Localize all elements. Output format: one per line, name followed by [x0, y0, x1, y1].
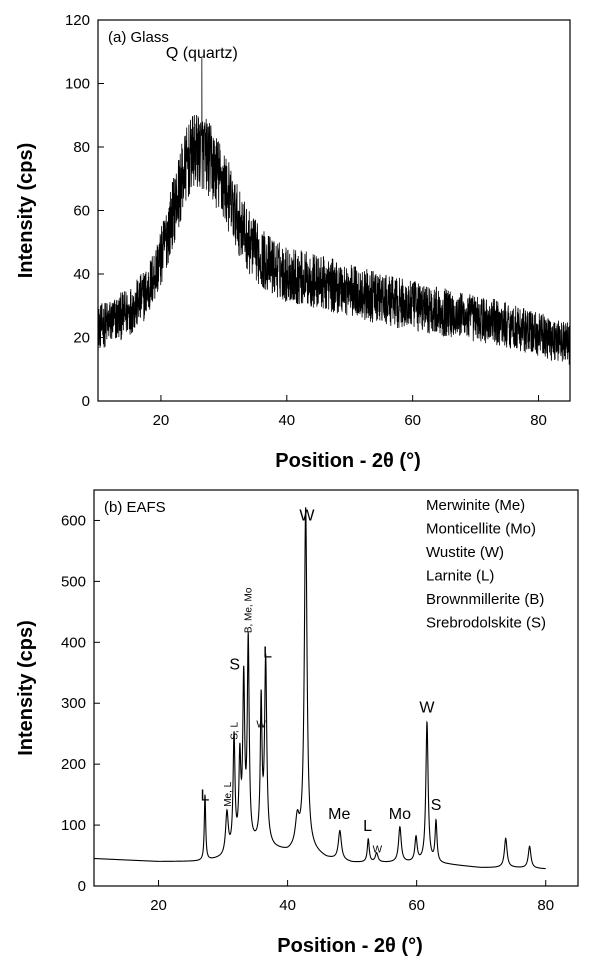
- x-tick-label: 20: [150, 897, 167, 914]
- legend-entry: Wustite (W): [426, 544, 504, 561]
- y-tick-label: 0: [78, 878, 86, 895]
- y-tick-label: 60: [73, 203, 90, 220]
- y-tick-label: 600: [61, 512, 86, 529]
- peak-label: W: [256, 720, 266, 731]
- peak-label: B, Me, Mo: [244, 587, 255, 633]
- peak-label: Mo: [389, 806, 411, 823]
- x-tick-label: 20: [153, 412, 170, 429]
- peak-label: W: [373, 844, 383, 855]
- y-tick-label: 200: [61, 756, 86, 773]
- series-line: [94, 507, 546, 870]
- x-tick-label: 80: [530, 412, 547, 429]
- y-tick-label: 100: [61, 817, 86, 834]
- legend-entry: Brownmillerite (B): [426, 591, 544, 608]
- panel-label: (a) Glass: [108, 29, 169, 46]
- peak-label: S: [229, 657, 240, 674]
- peak-label: L: [201, 788, 210, 805]
- y-tick-label: 40: [73, 266, 90, 283]
- peak-label: Me: [328, 806, 350, 823]
- plot-frame: [93, 489, 579, 887]
- peak-label: S: [431, 797, 442, 814]
- x-tick-label: 40: [279, 897, 296, 914]
- x-tick-label: 60: [408, 897, 425, 914]
- x-axis-title: Position - 2θ (°): [277, 935, 422, 957]
- y-axis-title: Intensity (cps): [15, 620, 37, 756]
- chart-panel-eafs: 20 40 60 80 0 100 200 300 400 500 600 Position - 2θ…: [15, 489, 579, 957]
- peak-label: S, L: [229, 722, 240, 740]
- peak-label: W: [419, 699, 435, 716]
- panel-label: (b) EAFS: [104, 499, 166, 516]
- peak-label: L: [263, 645, 272, 662]
- peak-label: L: [363, 818, 372, 835]
- x-tick-label: 60: [404, 412, 421, 429]
- y-tick-label: 80: [73, 139, 90, 156]
- y-tick-label: 500: [61, 573, 86, 590]
- y-tick-label: 120: [65, 12, 90, 29]
- peak-label: Q (quartz): [166, 45, 238, 62]
- legend-entry: Srebrodolskite (S): [426, 615, 546, 632]
- x-axis-title: Position - 2θ (°): [275, 450, 420, 472]
- peak-label: Me, L: [223, 781, 234, 806]
- y-tick-label: 100: [65, 76, 90, 93]
- series-line: [98, 58, 570, 365]
- y-tick-label: 20: [73, 330, 90, 347]
- y-tick-label: 300: [61, 695, 86, 712]
- y-axis-title: Intensity (cps): [15, 143, 37, 279]
- peak-label: W: [299, 507, 315, 524]
- legend-entry: Larnite (L): [426, 568, 494, 585]
- y-tick-label: 0: [82, 393, 90, 410]
- x-tick-label: 40: [278, 412, 295, 429]
- legend-entry: Merwinite (Me): [426, 497, 525, 514]
- legend-entry: Monticellite (Mo): [426, 521, 536, 538]
- x-tick-label: 80: [537, 897, 554, 914]
- y-tick-label: 400: [61, 634, 86, 651]
- chart-panel-glass: 20 40 60 80 0 20 40 60 80 100 120 Position - 2θ (°)…: [15, 12, 571, 472]
